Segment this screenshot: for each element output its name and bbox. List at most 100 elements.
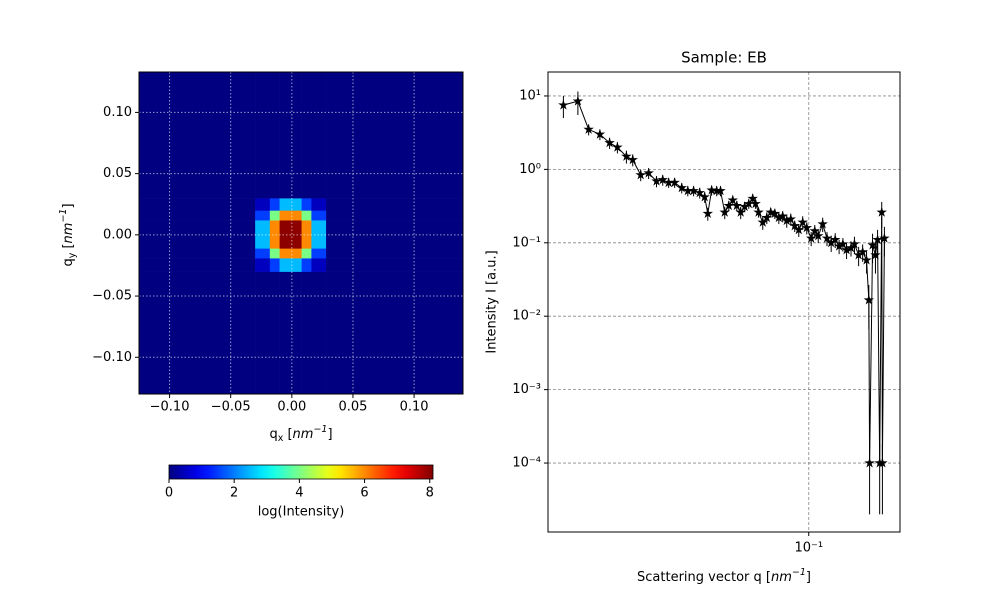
marker [723,200,735,211]
marker [583,123,594,134]
colorbar [168,464,434,480]
x-axis-label: Scattering vector q [nm−1] [637,567,811,585]
heatmap-cell [301,72,312,199]
marker [627,154,638,165]
marker [861,254,872,265]
marker [651,175,662,186]
heatmap-cell [139,210,256,221]
y-tick-label: 10⁻¹ [512,235,541,250]
x-tick-label: 0.10 [400,400,429,415]
marker [801,222,812,233]
heatmap-cell [269,72,280,199]
chart-title: Sample: EB [681,49,767,67]
marker [867,239,878,250]
heatmap-cell [139,220,256,249]
marker [558,99,569,110]
y-tick-label: 10⁻³ [512,382,541,397]
colorbar-tick-label: 2 [230,486,238,501]
marker [845,242,857,253]
marker [727,194,738,205]
heatmap-cell [301,271,312,395]
marker [743,198,754,209]
marker [872,234,883,245]
colorbar-tick-label: 8 [426,486,434,501]
heatmap-cell [311,72,327,199]
y-tick-label: −0.10 [92,350,132,365]
x-tick-label: 0.00 [277,400,306,415]
marker [719,206,730,217]
heatmap-cell [139,248,256,259]
heatmap-cell [301,258,312,272]
heatmap-cell [255,271,271,395]
heatmap-cell [311,198,327,211]
heatmap-cell [326,248,464,259]
marker [747,193,758,204]
x-tick-label: 0.05 [338,400,367,415]
y-tick-label: 10¹ [519,88,541,103]
heatmap-cell [279,271,302,395]
heatmap-cell [301,210,312,221]
marker [694,187,705,198]
heatmap-cell [269,248,280,259]
heatmap-cell [311,258,327,272]
heatmap-cell [311,210,327,221]
marker [877,457,888,468]
marker [635,169,646,180]
marker [841,244,852,255]
marker [812,230,824,241]
x-tick-label: 10⁻¹ [794,541,823,556]
heatmap-cell [279,72,302,199]
heatmap-cell [279,248,302,259]
marker [785,213,797,224]
marker [829,234,841,245]
y-tick-label: 0.10 [103,105,132,120]
colorbar-tick-label: 4 [295,486,303,501]
colorbar-tick-label: 6 [360,486,368,501]
heatmap-cell [326,72,464,199]
y-tick-label: −0.05 [92,289,132,304]
marker [604,137,615,148]
heatmap-cell [255,248,271,259]
heatmap-cell [326,258,464,272]
heatmap-cell [326,210,464,221]
marker [781,215,792,226]
heatmap-cell [279,210,302,221]
y-tick-label: 10⁻⁴ [512,456,541,471]
heatmap-cell [255,258,271,272]
heatmap-cell [279,258,302,272]
marker [837,238,849,249]
y-tick-label: 10⁻² [512,309,541,324]
heatmap-cell [326,271,464,395]
marker [715,185,726,196]
marker [797,216,808,227]
heatmap-cell [269,210,280,221]
marker [753,206,764,217]
marker [789,220,800,231]
heatmap-cell [269,271,280,395]
y-tick-label: 0.00 [103,227,132,242]
marker [809,225,820,236]
marker [849,238,860,249]
marker [682,185,694,196]
line-panel: 10⁻¹ 10⁻⁴ 10⁻³ 10⁻² 10⁻¹ 10⁰ 10¹ [512,71,901,556]
axes-frame [138,71,464,395]
marker [594,128,606,139]
marker [777,210,788,221]
marker [711,185,722,196]
marker [699,191,710,202]
marker [769,208,781,219]
heatmap-cell [269,258,280,272]
marker [863,294,875,305]
heatmap-panel: −0.10 −0.05 0.00 0.05 0.10 −0.10 −0.05 0.00 0.05… [92,71,464,501]
heatmap-cell [301,198,312,211]
x-tick-label: −0.05 [211,400,251,415]
heatmap-cell [139,258,256,272]
heatmap-cell [326,198,464,211]
marker [688,185,699,196]
marker [825,237,837,248]
marker [735,206,746,217]
marker [612,141,623,152]
marker [757,216,768,227]
heatmap-cell [139,198,256,211]
